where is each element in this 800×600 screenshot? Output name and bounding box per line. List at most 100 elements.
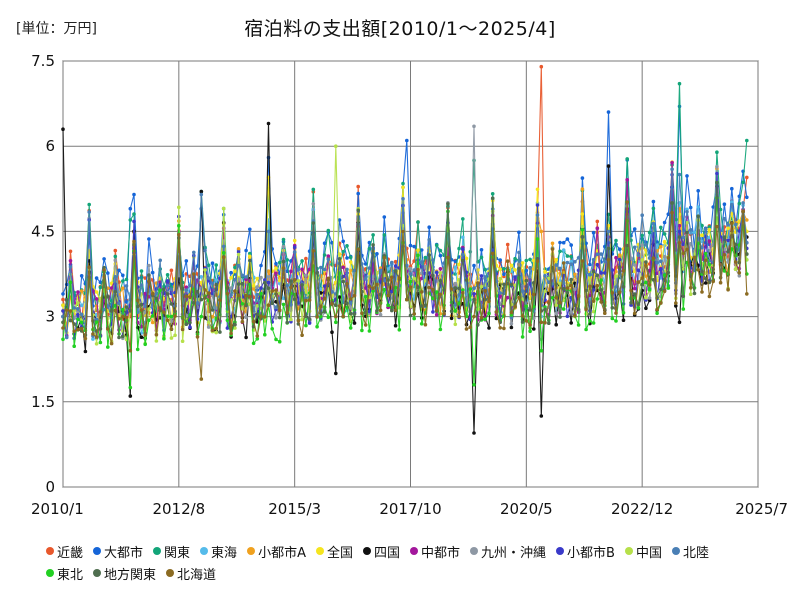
data-point — [472, 383, 476, 387]
data-point — [517, 230, 521, 235]
data-point — [520, 261, 525, 265]
data-point — [371, 243, 375, 247]
data-point — [348, 326, 353, 330]
data-point — [621, 318, 626, 323]
data-point — [711, 205, 715, 209]
legend-marker — [362, 547, 371, 555]
data-point — [576, 268, 581, 273]
data-point — [554, 263, 558, 267]
data-point — [248, 258, 252, 263]
data-point — [423, 303, 428, 308]
data-point — [640, 282, 644, 287]
data-point — [733, 260, 738, 264]
data-point — [494, 310, 499, 314]
data-point — [244, 248, 248, 253]
y-tick-label: 4.5 — [31, 222, 55, 240]
data-point — [438, 279, 443, 283]
data-point — [644, 280, 648, 285]
data-point — [154, 332, 159, 337]
data-point — [274, 337, 278, 342]
data-point — [603, 311, 607, 316]
data-point — [483, 317, 488, 322]
data-point — [158, 258, 162, 263]
data-point — [61, 127, 65, 131]
data-point — [666, 286, 671, 290]
data-point — [94, 342, 99, 346]
data-point — [476, 281, 480, 285]
data-point — [688, 228, 693, 232]
data-point — [300, 259, 304, 263]
data-point — [281, 259, 286, 264]
data-point — [311, 187, 316, 192]
data-point — [543, 273, 547, 278]
data-point — [64, 335, 69, 340]
data-point — [255, 334, 260, 338]
data-point — [382, 255, 387, 260]
data-point — [143, 342, 147, 347]
data-point — [745, 218, 749, 222]
data-point — [490, 196, 495, 200]
data-point — [662, 289, 667, 294]
data-point — [569, 283, 573, 288]
data-point — [677, 241, 682, 245]
data-point — [195, 301, 200, 306]
data-point — [83, 336, 88, 341]
data-point — [453, 292, 458, 297]
series-lines — [61, 64, 749, 435]
data-point — [457, 262, 461, 267]
data-point — [745, 138, 749, 143]
data-point — [206, 325, 211, 329]
data-point — [498, 267, 503, 272]
data-point — [419, 304, 424, 308]
data-point — [68, 318, 73, 323]
data-point — [565, 254, 570, 258]
data-point — [677, 81, 682, 86]
data-point — [184, 288, 189, 293]
data-point — [535, 213, 540, 217]
data-point — [688, 286, 693, 290]
data-point — [472, 124, 476, 129]
data-point — [509, 325, 514, 330]
data-point — [696, 268, 700, 272]
data-point — [304, 323, 308, 328]
data-point — [550, 247, 555, 251]
data-point — [561, 287, 566, 291]
data-point — [565, 290, 570, 295]
data-point — [390, 260, 394, 265]
data-point — [670, 201, 674, 205]
data-point — [565, 260, 570, 265]
data-point — [528, 266, 532, 270]
data-point — [662, 220, 667, 225]
data-point — [498, 294, 503, 299]
data-point — [274, 266, 278, 271]
data-point — [547, 301, 551, 305]
data-point — [513, 256, 517, 261]
data-point — [292, 297, 297, 302]
data-point — [169, 287, 174, 292]
data-point — [513, 275, 517, 279]
y-tick-label: 1.5 — [31, 393, 55, 411]
data-point — [483, 267, 488, 272]
data-point — [625, 178, 629, 182]
data-point — [259, 275, 263, 280]
data-point — [311, 249, 316, 253]
data-point — [236, 247, 241, 251]
data-point — [180, 327, 185, 332]
data-point — [554, 303, 558, 308]
legend-label: 小都市B — [567, 545, 615, 561]
data-point — [292, 278, 297, 282]
data-point — [397, 328, 402, 332]
data-point — [326, 276, 331, 281]
legend-label: 北海道 — [177, 567, 217, 583]
data-point — [479, 284, 484, 289]
data-point — [543, 298, 547, 302]
data-point — [285, 283, 290, 288]
data-point — [322, 241, 327, 245]
data-point — [561, 281, 566, 286]
data-point — [341, 314, 346, 319]
data-point — [558, 281, 562, 286]
data-point — [431, 287, 435, 292]
legend-label: 中都市 — [421, 545, 461, 561]
data-point — [210, 261, 215, 266]
data-point — [113, 275, 118, 279]
